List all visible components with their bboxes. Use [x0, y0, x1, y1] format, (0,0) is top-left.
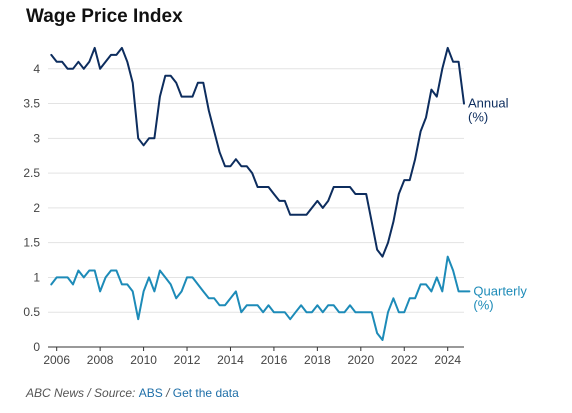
series-line-quarterly [50, 255, 471, 341]
y-tick-label: 2.5 [23, 166, 40, 180]
y-tick-label: 1 [33, 270, 40, 284]
y-tick-label: 3 [33, 131, 40, 145]
x-tick-label: 2012 [174, 353, 201, 367]
get-data-link[interactable]: Get the data [172, 386, 239, 400]
series-line-annual [50, 46, 465, 258]
x-tick-label: 2022 [391, 353, 418, 367]
y-tick-label: 4 [33, 62, 40, 76]
footer-separator: / [162, 386, 173, 400]
series [50, 46, 471, 341]
x-tick-label: 2020 [347, 353, 374, 367]
x-tick-label: 2010 [130, 353, 157, 367]
series-labels: Annual (%) Quarterly (%) [468, 96, 527, 313]
x-tick-label: 2014 [217, 353, 244, 367]
x-tick-label: 2006 [43, 353, 70, 367]
source-text: ABC News / Source: [26, 386, 139, 400]
y-tick-label: 2 [33, 201, 40, 215]
x-tick-label: 2016 [261, 353, 288, 367]
series-label-quarterly: Quarterly (%) [473, 283, 527, 312]
y-tick-label: 0 [33, 340, 40, 354]
source-link[interactable]: ABS [138, 386, 163, 400]
gridlines [48, 68, 464, 313]
y-tick-label: 3.5 [23, 97, 40, 111]
x-tick-label: 2018 [304, 353, 331, 367]
chart-footer: ABC News / Source: ABS / Get the data [26, 386, 239, 400]
x-tick-label: 2024 [434, 353, 461, 367]
chart-title: Wage Price Index [26, 6, 183, 27]
y-tick-label: 0.5 [23, 305, 40, 319]
x-tick-label: 2008 [87, 353, 114, 367]
series-label-annual: Annual (%) [468, 96, 509, 125]
y-tick-label: 1.5 [23, 236, 40, 250]
axes: 0 0.5 1 1.5 2 2.5 3 3.5 4 2006 2008 2010 2012 2014 201… [23, 62, 464, 367]
